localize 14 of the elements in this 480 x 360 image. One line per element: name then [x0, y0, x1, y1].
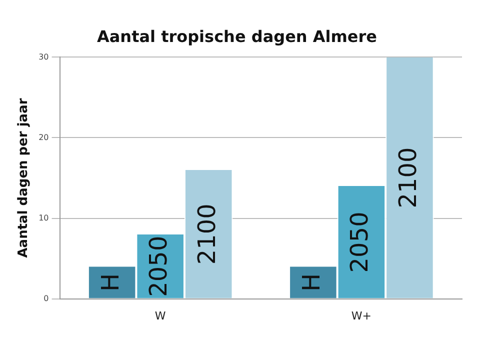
y-tick-label: 30	[38, 52, 49, 62]
y-tick-label: 10	[38, 213, 49, 222]
y-tick-label: 20	[38, 132, 49, 142]
series-label: 2100	[192, 204, 221, 265]
text: H	[297, 273, 326, 292]
series-label: H	[96, 273, 124, 292]
x-tick-label: W	[154, 309, 166, 322]
text: 2100	[394, 147, 422, 208]
series-label: 2050	[144, 236, 173, 297]
x-tick-label: W+	[351, 309, 372, 322]
chart-title: Aantal tropische dagen Almere	[96, 26, 378, 46]
y-axis-title: Aantal dagen per jaar	[16, 98, 32, 258]
y-tick-label: 0	[44, 294, 49, 303]
text: 2050	[346, 212, 374, 273]
